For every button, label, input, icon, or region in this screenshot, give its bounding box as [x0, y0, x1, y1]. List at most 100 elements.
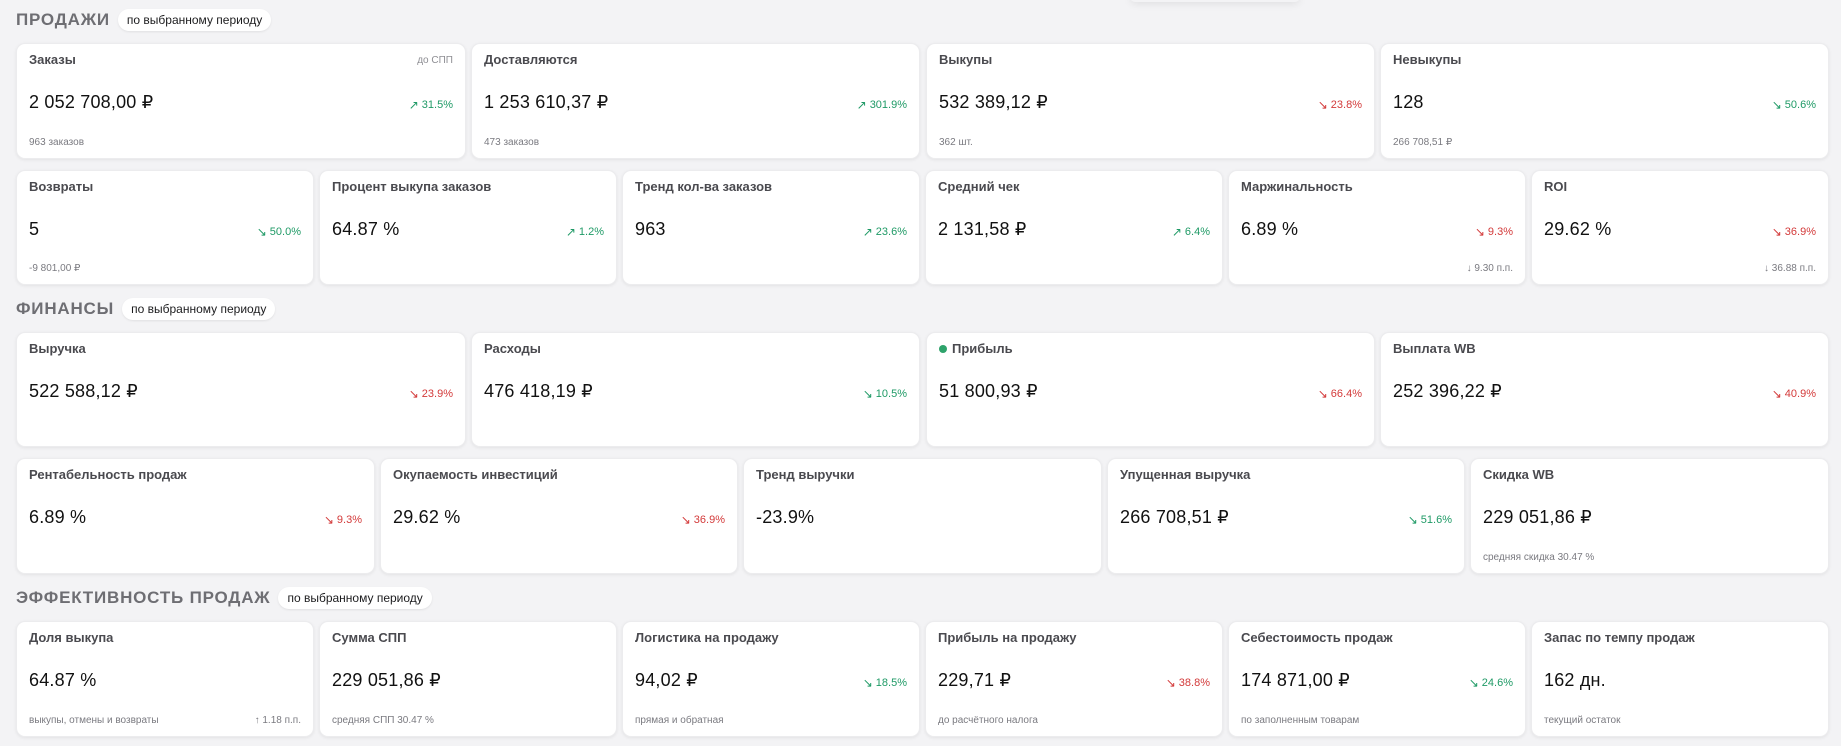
- card-delta: ↘ 51.6%: [1407, 513, 1452, 527]
- card-delta: ↘ 50.6%: [1771, 98, 1816, 112]
- card-label: Заказы: [29, 52, 76, 67]
- card-avg-check[interactable]: Средний чек 2 131,58 ₽ ↗ 6.4%: [925, 170, 1223, 285]
- card-profit[interactable]: Прибыль 51 800,93 ₽ ↘ 66.4%: [926, 332, 1375, 447]
- card-value: 476 418,19 ₽: [484, 381, 593, 401]
- card-buyout-pct[interactable]: Процент выкупа заказов 64.87 % ↗ 1.2%: [319, 170, 617, 285]
- arrow-down-right-icon: ↘: [1317, 98, 1328, 112]
- card-value: 94,02 ₽: [635, 670, 698, 690]
- card-value: 64.87 %: [332, 219, 400, 239]
- card-value: 162 дн.: [1544, 670, 1606, 690]
- card-value: 963: [635, 219, 666, 239]
- card-delta: ↘ 40.9%: [1771, 387, 1816, 401]
- card-delta: ↗ 301.9%: [856, 98, 907, 112]
- card-delta: ↘ 38.8%: [1165, 676, 1210, 690]
- card-delta: ↗ 1.2%: [565, 225, 604, 239]
- card-label: Невыкупы: [1393, 52, 1462, 67]
- section-efficiency-header: ЭФФЕКТИВНОСТЬ ПРОДАЖ по выбранному перио…: [16, 586, 432, 610]
- arrow-down-right-icon: ↘: [256, 225, 267, 239]
- arrow-up-right-icon: ↗: [856, 98, 867, 112]
- card-label: Доставляются: [484, 52, 578, 67]
- card-label: ROI: [1544, 179, 1568, 194]
- arrow-down-icon: ↓: [1466, 263, 1475, 274]
- status-dot-icon: [939, 344, 947, 353]
- card-label: Выручка: [29, 341, 86, 356]
- card-value: 29.62 %: [1544, 219, 1612, 239]
- card-delta: ↘ 36.9%: [1771, 225, 1816, 239]
- arrow-down-right-icon: ↘: [1771, 225, 1782, 239]
- card-delivering[interactable]: Доставляются 1 253 610,37 ₽ ↗ 301.9% 473 …: [471, 43, 920, 159]
- card-value: 6.89 %: [29, 507, 87, 527]
- section-sales-header: ПРОДАЖИ по выбранному периоду: [16, 8, 272, 32]
- card-cost-of-sales[interactable]: Себестоимость продаж 174 871,00 ₽ ↘ 24.6%…: [1228, 621, 1526, 737]
- card-revenue[interactable]: Выручка 522 588,12 ₽ ↘ 23.9%: [16, 332, 466, 447]
- period-chip[interactable]: по выбранному периоду: [278, 587, 432, 609]
- card-value: 532 389,12 ₽: [939, 92, 1048, 112]
- card-sub: средняя скидка 30.47 %: [1483, 552, 1595, 563]
- card-order-trend[interactable]: Тренд кол-ва заказов 963 ↗ 23.6%: [622, 170, 920, 285]
- card-label: Рентабельность продаж: [29, 467, 187, 482]
- card-delta: ↗ 31.5%: [408, 98, 453, 112]
- card-value: 51 800,93 ₽: [939, 381, 1038, 401]
- card-value: 266 708,51 ₽: [1120, 507, 1229, 527]
- arrow-down-right-icon: ↘: [1407, 513, 1418, 527]
- card-delta: ↘ 9.3%: [1474, 225, 1513, 239]
- card-buyout-share[interactable]: Доля выкупа 64.87 % выкупы, отмены и воз…: [16, 621, 314, 737]
- card-lost-revenue[interactable]: Упущенная выручка 266 708,51 ₽ ↘ 51.6%: [1107, 458, 1465, 574]
- arrow-down-right-icon: ↘: [680, 513, 691, 527]
- arrow-down-right-icon: ↘: [1771, 387, 1782, 401]
- card-expenses[interactable]: Расходы 476 418,19 ₽ ↘ 10.5%: [471, 332, 920, 447]
- card-sub: 963 заказов: [29, 137, 84, 148]
- card-sub-right: ↓ 36.88 п.п.: [1764, 263, 1816, 274]
- card-delta: ↘ 50.0%: [256, 225, 301, 239]
- card-sub: 266 708,51 ₽: [1393, 137, 1453, 148]
- section-title: ЭФФЕКТИВНОСТЬ ПРОДАЖ: [16, 588, 271, 607]
- arrow-down-right-icon: ↘: [408, 387, 419, 401]
- card-label: Окупаемость инвестиций: [393, 467, 558, 482]
- card-value: 252 396,22 ₽: [1393, 381, 1502, 401]
- card-delta: ↘ 36.9%: [680, 513, 725, 527]
- card-label: Расходы: [484, 341, 541, 356]
- card-label: Сумма СПП: [332, 630, 407, 645]
- card-value: 2 131,58 ₽: [938, 219, 1027, 239]
- card-sales-profitability[interactable]: Рентабельность продаж 6.89 % ↘ 9.3%: [16, 458, 375, 574]
- card-revenue-trend[interactable]: Тренд выручки -23.9%: [743, 458, 1102, 574]
- card-delta: ↘ 10.5%: [862, 387, 907, 401]
- card-profit-per-sale[interactable]: Прибыль на продажу 229,71 ₽ ↘ 38.8% до ра…: [925, 621, 1223, 737]
- card-spp-sum[interactable]: Сумма СПП 229 051,86 ₽ средняя СПП 30.47…: [319, 621, 617, 737]
- card-sub: 362 шт.: [939, 137, 973, 148]
- card-wb-payout[interactable]: Выплата WB 252 396,22 ₽ ↘ 40.9%: [1380, 332, 1829, 447]
- card-non-buyouts[interactable]: Невыкупы 128 ↘ 50.6% 266 708,51 ₽: [1380, 43, 1829, 159]
- arrow-down-right-icon: ↘: [862, 387, 873, 401]
- period-chip[interactable]: по выбранному периоду: [117, 9, 272, 31]
- section-title: ФИНАНСЫ: [16, 299, 115, 318]
- card-margin[interactable]: Маржинальность 6.89 % ↘ 9.3% ↓ 9.30 п.п.: [1228, 170, 1526, 285]
- card-stock-days[interactable]: Запас по темпу продаж 162 дн. текущий ос…: [1531, 621, 1829, 737]
- arrow-up-right-icon: ↗: [565, 225, 576, 239]
- arrow-down-right-icon: ↘: [323, 513, 334, 527]
- card-roi[interactable]: ROI 29.62 % ↘ 36.9% ↓ 36.88 п.п.: [1531, 170, 1829, 285]
- card-value: 229 051,86 ₽: [1483, 507, 1592, 527]
- card-investment-payback[interactable]: Окупаемость инвестиций 29.62 % ↘ 36.9%: [380, 458, 738, 574]
- card-label: Тренд кол-ва заказов: [635, 179, 773, 194]
- arrow-down-right-icon: ↘: [1474, 225, 1485, 239]
- card-value: 5: [29, 219, 40, 239]
- card-value: -23.9%: [756, 507, 815, 527]
- card-sub-right: ↓ 9.30 п.п.: [1466, 263, 1513, 274]
- card-label: Скидка WB: [1483, 467, 1555, 482]
- card-returns[interactable]: Возвраты 5 ↘ 50.0% -9 801,00 ₽: [16, 170, 314, 285]
- card-delta: ↘ 23.8%: [1317, 98, 1362, 112]
- card-value: 229 051,86 ₽: [332, 670, 441, 690]
- card-label: Процент выкупа заказов: [332, 179, 492, 194]
- card-label: Прибыль: [939, 341, 1013, 356]
- card-logistics-per-sale[interactable]: Логистика на продажу 94,02 ₽ ↘ 18.5% прям…: [622, 621, 920, 737]
- arrow-up-right-icon: ↗: [862, 225, 873, 239]
- card-buyouts[interactable]: Выкупы 532 389,12 ₽ ↘ 23.8% 362 шт.: [926, 43, 1375, 159]
- section-finance-header: ФИНАНСЫ по выбранному периоду: [16, 297, 276, 321]
- card-value: 29.62 %: [393, 507, 461, 527]
- card-value: 229,71 ₽: [938, 670, 1012, 690]
- card-orders[interactable]: Заказы до СПП 2 052 708,00 ₽ ↗ 31.5% 963 …: [16, 43, 466, 159]
- card-wb-discount[interactable]: Скидка WB 229 051,86 ₽ средняя скидка 30…: [1470, 458, 1829, 574]
- period-chip[interactable]: по выбранному периоду: [122, 298, 276, 320]
- card-delta: ↘ 24.6%: [1468, 676, 1513, 690]
- card-sub: -9 801,00 ₽: [29, 263, 81, 274]
